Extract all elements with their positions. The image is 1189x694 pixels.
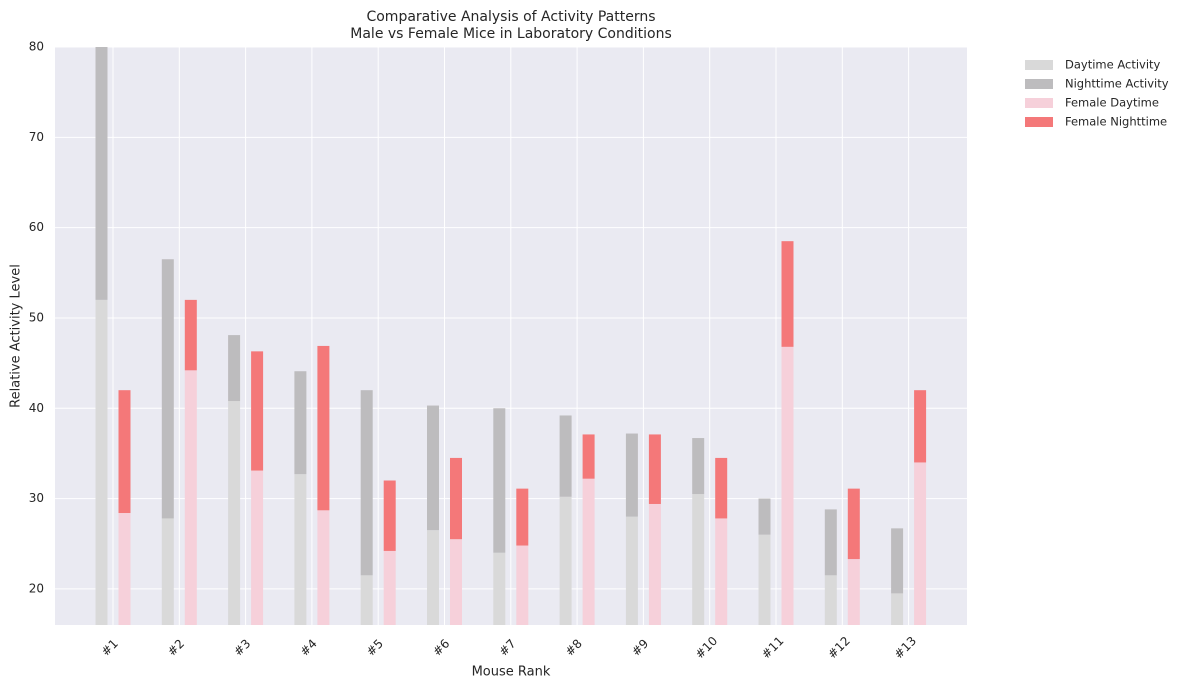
bar-segment [184,370,197,625]
bar-segment [914,462,927,625]
bar-segment [824,575,837,625]
legend-label: Daytime Activity [1065,58,1161,72]
bar-segment [427,405,439,531]
bar-segment [118,390,131,514]
y-tick-label: 80 [29,40,44,54]
bar-segment [184,299,197,371]
bar-segment [847,559,860,625]
x-tick-label: #3 [231,636,253,658]
bar-segment [161,518,174,625]
bar-segment [516,545,529,625]
bar-segment [758,534,771,625]
chart-subtitle: Male vs Female Mice in Laboratory Condit… [350,26,671,42]
bar-segment [317,510,330,625]
legend-label: Female Nighttime [1065,115,1167,129]
x-tick-label: #5 [364,636,386,658]
bar-segment [715,518,728,625]
x-tick-label: #8 [563,636,585,658]
x-tick-label: #6 [430,636,452,658]
bar-segment [427,530,439,625]
legend-swatch [1025,79,1053,89]
y-tick-label: 50 [29,310,44,324]
bar-segment [891,593,904,625]
bar-segment [251,470,264,625]
bar-segment [625,433,638,517]
x-tick-label: #13 [891,634,919,662]
bar-segment [692,494,705,625]
y-tick-label: 60 [29,220,44,234]
bar-segment [625,516,638,625]
bar-segment [847,488,860,560]
bar-segment [559,496,572,625]
bar-segment [648,503,661,625]
x-tick-label: #7 [496,636,518,658]
bar-segment [582,434,595,479]
legend-label: Female Daytime [1065,96,1159,110]
bar-segment [559,415,572,497]
bar-segment [294,474,307,625]
bar-segment [360,390,373,576]
x-tick-label: #2 [165,636,187,658]
y-tick-label: 70 [29,130,44,144]
bar-segment [383,480,396,551]
bar-segment [450,539,462,625]
bar-segment [891,528,904,594]
legend-swatch [1025,117,1053,127]
legend-swatch [1025,98,1053,108]
legend-swatch [1025,60,1053,70]
bar-segment [95,47,108,300]
y-tick-label: 30 [29,491,44,505]
bar-segment [824,509,837,576]
bar-segment [493,408,506,553]
legend-label: Nighttime Activity [1065,77,1169,91]
bar-segment [118,513,131,625]
x-tick-label: #11 [759,634,787,662]
bar-segment [781,346,794,625]
bar-segment [251,351,264,471]
bar-segment [95,299,108,625]
bar-segment [781,241,794,347]
bar-segment [582,478,595,625]
bar-segment [228,401,241,625]
bar-segment [228,335,241,402]
bar-segment [450,457,462,540]
bar-segment [317,345,330,511]
bar-segment [161,259,174,519]
bar-segment [914,390,927,463]
bar-segment [692,438,705,495]
bar-segment [383,550,396,625]
bar-segment [360,575,373,625]
x-tick-label: #4 [297,636,319,658]
x-tick-label: #12 [825,634,853,662]
x-axis-label: Mouse Rank [472,665,551,680]
bar-segment [715,457,728,519]
y-axis-label: Relative Activity Level [9,264,24,408]
bar-segment [758,498,771,535]
bar-segment [493,552,506,625]
x-tick-label: #10 [692,634,720,662]
x-tick-label: #1 [98,636,120,658]
y-tick-label: 20 [29,581,44,595]
bar-segment [516,488,529,546]
bar-segment [648,434,661,504]
y-tick-label: 40 [29,401,44,415]
bar-segment [294,371,307,475]
x-tick-label: #9 [629,636,651,658]
chart-title: Comparative Analysis of Activity Pattern… [366,9,655,25]
